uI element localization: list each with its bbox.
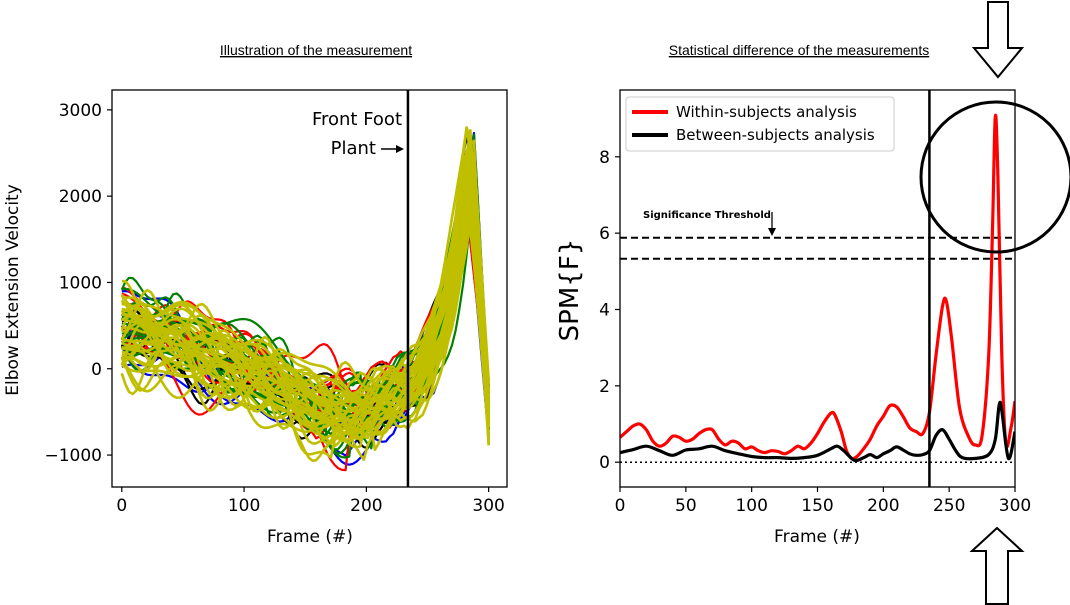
left-trajectory-olive	[120, 183, 490, 449]
front-foot-annotation: Front Foot	[312, 109, 402, 130]
left-x-tick-label: 300	[472, 496, 504, 516]
left-axis-ticks: 0 100 200 300 −1000 0 1000 2000 3000	[44, 101, 504, 516]
down-arrow-icon	[971, 1, 1025, 79]
up-arrow-icon	[969, 526, 1025, 605]
right-chart-title: Statistical difference of the measuremen…	[669, 42, 929, 58]
left-trajectory-olive	[121, 151, 490, 461]
left-y-tick-label: 1000	[59, 273, 102, 293]
right-x-tick-label: 50	[675, 496, 697, 516]
left-trajectory-olive	[121, 177, 490, 413]
legend: Within-subjects analysis Between-subject…	[625, 96, 895, 152]
left-trajectory-curves	[120, 126, 490, 472]
left-trajectory-olive	[121, 177, 490, 415]
right-y-axis-label: SPM{F}	[555, 239, 585, 342]
plant-annotation: Plant	[331, 138, 376, 159]
right-x-tick-label: 100	[735, 496, 767, 516]
threshold-arrow	[768, 212, 776, 236]
right-x-tick-label: 250	[933, 496, 965, 516]
left-trajectory-olive	[121, 150, 490, 415]
right-x-tick-label: 150	[801, 496, 833, 516]
right-axis-ticks: 0 50 100 150 200 250 300 0 2 4 6 8	[599, 148, 1031, 516]
left-x-tick-label: 200	[350, 496, 382, 516]
right-y-tick-label: 4	[599, 300, 610, 320]
between-subjects-line	[620, 400, 1015, 463]
right-x-tick-label: 300	[999, 496, 1031, 516]
left-plot-frame	[111, 89, 508, 488]
right-y-tick-label: 2	[599, 377, 610, 397]
left-y-tick-label: 2000	[59, 187, 102, 207]
left-y-axis-label: Elbow Extension Velocity	[3, 184, 23, 396]
left-y-tick-label: 0	[91, 360, 102, 380]
left-x-tick-label: 100	[228, 496, 260, 516]
left-x-axis-label: Frame (#)	[267, 527, 353, 547]
legend-between-label: Between-subjects analysis	[676, 126, 875, 144]
right-x-tick-label: 0	[615, 496, 626, 516]
within-subjects-line	[620, 113, 1015, 461]
plant-arrow	[381, 145, 404, 153]
right-y-tick-label: 8	[599, 148, 610, 168]
left-y-tick-label: 3000	[59, 101, 102, 121]
significance-threshold-label: Significance Threshold	[643, 210, 771, 221]
right-x-axis-label: Frame (#)	[774, 527, 860, 547]
right-spm-series	[620, 113, 1015, 463]
left-x-tick-label: 0	[116, 496, 127, 516]
right-x-tick-label: 200	[867, 496, 899, 516]
left-y-tick-label: −1000	[44, 446, 102, 466]
left-trajectory-olive	[121, 152, 490, 428]
left-trajectory-olive	[120, 169, 490, 443]
right-y-tick-label: 6	[599, 224, 610, 244]
peak-highlight-circle	[919, 100, 1070, 254]
left-trajectory-olive	[120, 156, 490, 459]
left-trajectory-olive	[120, 134, 490, 445]
significance-threshold-lines	[620, 236, 1015, 463]
legend-within-label: Within-subjects analysis	[676, 103, 857, 121]
right-y-tick-label: 0	[599, 453, 610, 473]
left-chart-title: Illustration of the measurement	[220, 42, 412, 58]
